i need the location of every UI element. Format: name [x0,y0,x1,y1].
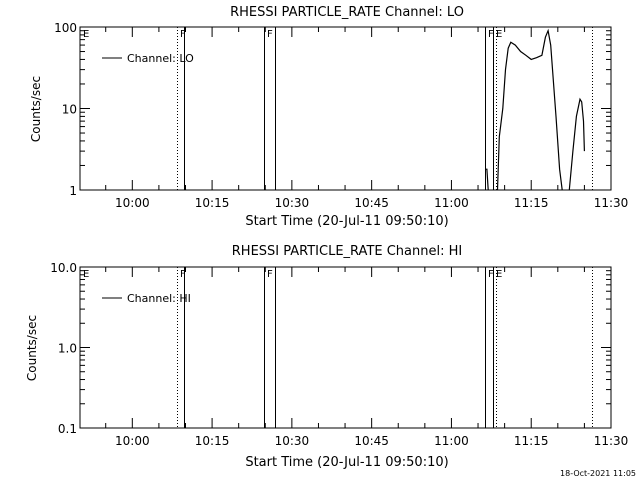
series-line [496,28,563,191]
flag-label: E [83,29,89,40]
x-tick-label: 10:15 [195,434,230,448]
x-tick-label: 10:00 [115,434,150,448]
boundary-lines [177,267,593,428]
x-tick-label: 11:15 [514,196,549,210]
x-tick-label: 10:30 [275,196,310,210]
y-tick-label: 1 [69,184,77,198]
x-tick-label: 10:00 [115,196,150,210]
x-tick-label: 11:15 [514,434,549,448]
y-tick-label: 1.0 [58,342,77,356]
legend: Channel: LO [102,52,194,65]
flag-label: F [180,269,186,280]
legend-label: Channel: HI [127,292,191,305]
y-axis-label: Counts/sec [29,76,43,142]
flag-label: F [180,29,186,40]
x-tick-label: 10:45 [354,196,389,210]
x-tick-label: 11:30 [594,434,629,448]
generation-timestamp: 18-Oct-2021 11:05 [560,469,636,478]
chart-title: RHESSI PARTICLE_RATE Channel: HI [232,244,462,259]
flag-label: F [488,29,494,40]
y-axis-ticks: 0.1 1.0 10.0 [50,261,611,436]
panel-hi: RHESSI PARTICLE_RATE Channel: HI Counts/… [25,244,628,470]
x-axis-ticks: 10:00 10:15 10:30 10:45 11:00 11:15 11:30 [105,27,629,210]
flag-label: F [267,269,273,280]
y-tick-label: 10 [62,103,77,117]
y-axis-label: Counts/sec [25,315,39,381]
x-tick-label: 10:45 [354,434,389,448]
x-tick-label: 10:30 [275,434,310,448]
flag-label: E [83,269,89,280]
flag-label: E [496,269,502,280]
x-tick-label: 11:00 [434,196,469,210]
y-tick-label: 100 [54,21,77,35]
panel-lo: RHESSI PARTICLE_RATE Channel: LO Counts/… [29,5,628,229]
y-axis-ticks: 1 10 100 [54,21,611,198]
legend-label: Channel: LO [127,52,194,65]
flag-label: F [488,269,494,280]
y-tick-label: 10.0 [50,261,77,275]
x-axis-label: Start Time (20-Jul-11 09:50:10) [245,214,448,229]
y-tick-label: 0.1 [58,422,77,436]
x-tick-label: 10:15 [195,196,230,210]
series-line [568,97,585,191]
x-tick-label: 11:00 [434,434,469,448]
chart-title: RHESSI PARTICLE_RATE Channel: LO [230,5,464,20]
series-line [485,168,489,191]
legend: Channel: HI [102,292,191,305]
x-axis-label: Start Time (20-Jul-11 09:50:10) [245,455,448,470]
x-axis-ticks: 10:00 10:15 10:30 10:45 11:00 11:15 11:30 [105,267,629,448]
flag-label: F [267,29,273,40]
x-tick-label: 11:30 [594,196,629,210]
flag-label: E [496,29,502,40]
boundary-lines [177,27,593,190]
